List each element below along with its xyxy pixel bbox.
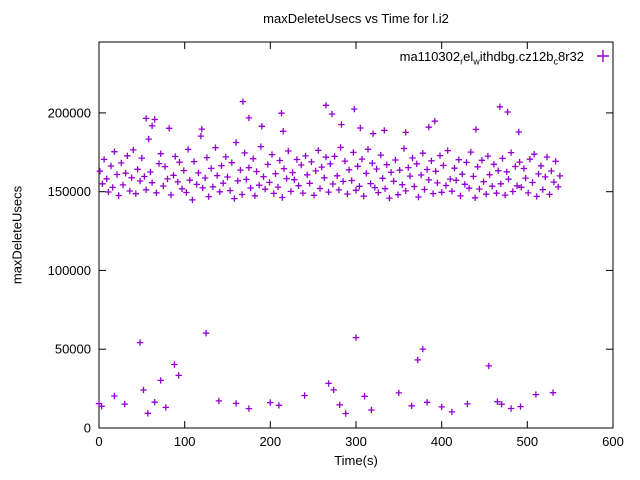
svg-text:200000: 200000 xyxy=(48,105,91,120)
legend: ma110302relwithdbg.cz12bc8r32 xyxy=(400,49,610,67)
svg-text:400: 400 xyxy=(431,434,453,449)
x-axis-label: Time(s) xyxy=(334,453,378,468)
svg-text:200: 200 xyxy=(259,434,281,449)
chart-title: maxDeleteUsecs vs Time for l.i2 xyxy=(263,11,449,26)
svg-text:0: 0 xyxy=(95,434,102,449)
svg-text:300: 300 xyxy=(345,434,367,449)
svg-text:0: 0 xyxy=(84,421,91,436)
svg-text:150000: 150000 xyxy=(48,184,91,199)
svg-text:100000: 100000 xyxy=(48,263,91,278)
legend-label: ma110302relwithdbg.cz12bc8r32 xyxy=(399,49,584,67)
legend-marker-icon xyxy=(596,49,610,66)
svg-text:600: 600 xyxy=(602,434,624,449)
svg-text:500: 500 xyxy=(516,434,538,449)
svg-text:50000: 50000 xyxy=(55,342,91,357)
svg-text:100: 100 xyxy=(174,434,196,449)
